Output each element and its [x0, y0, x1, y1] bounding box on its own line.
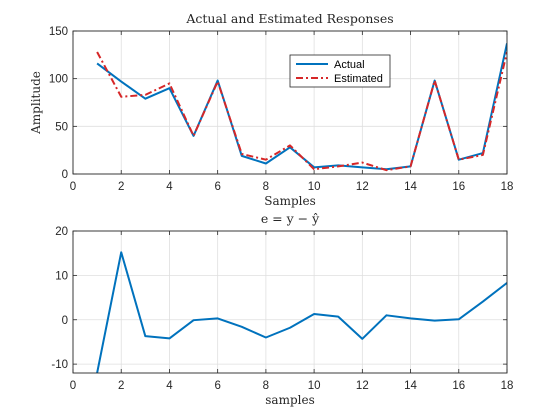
x-tick-label: 2: [118, 181, 124, 193]
legend-box: [289, 54, 391, 88]
y-tick-label: 100: [49, 74, 68, 86]
x-tick-label: 18: [501, 181, 514, 193]
x-tick-label: 4: [166, 380, 173, 392]
y-axis-label: Amplitude: [29, 71, 43, 135]
x-tick-label: 14: [404, 181, 417, 193]
x-tick-label: 8: [263, 181, 269, 193]
x-tick-label: 14: [404, 380, 417, 392]
y-tick-label: 10: [55, 270, 68, 282]
legend: Actual Estimated: [289, 54, 391, 88]
y-tick-label: 20: [55, 226, 68, 238]
x-tick-label: 12: [356, 181, 369, 193]
series-line-error: [96, 251, 507, 373]
plot-area: [73, 231, 507, 373]
chart-title: Actual and Estimated Responses: [185, 11, 393, 26]
x-tick-label: 18: [501, 380, 514, 392]
chart-actual-estimated: 0 2 4 6 8 10 12 14 16 18 0 50 100 150 Actual and Estim…: [29, 11, 513, 208]
x-tick-label: 16: [452, 380, 465, 392]
x-tick-label: 12: [356, 380, 369, 392]
legend-label-estimated: Estimated: [334, 73, 383, 85]
x-tick-label: 8: [263, 380, 269, 392]
y-tick-label: 150: [49, 26, 68, 38]
x-tick-label: 2: [118, 380, 124, 392]
legend-label-actual: Actual: [334, 59, 365, 71]
axes-box: [72, 230, 508, 374]
x-axis-label: Samples: [264, 194, 316, 208]
x-tick-label: 6: [214, 181, 220, 193]
x-tick-label: 10: [308, 181, 321, 193]
y-tick-label: 50: [55, 121, 68, 133]
series-line-estimated: [96, 51, 507, 172]
axes-box: [72, 30, 508, 175]
x-tick-label: 4: [166, 181, 173, 193]
y-tick-label: -10: [51, 359, 68, 371]
y-tick-label: 0: [62, 169, 68, 181]
x-tick-label: 16: [452, 181, 465, 193]
x-tick-label: 10: [308, 380, 321, 392]
chart-title: e = y − ŷ: [261, 211, 320, 226]
x-tick-label: 6: [214, 380, 220, 392]
x-axis-label: samples: [265, 393, 314, 407]
y-tick-label: 0: [62, 315, 68, 327]
x-tick-label: 0: [70, 380, 76, 392]
x-tick-label: 0: [70, 181, 76, 193]
